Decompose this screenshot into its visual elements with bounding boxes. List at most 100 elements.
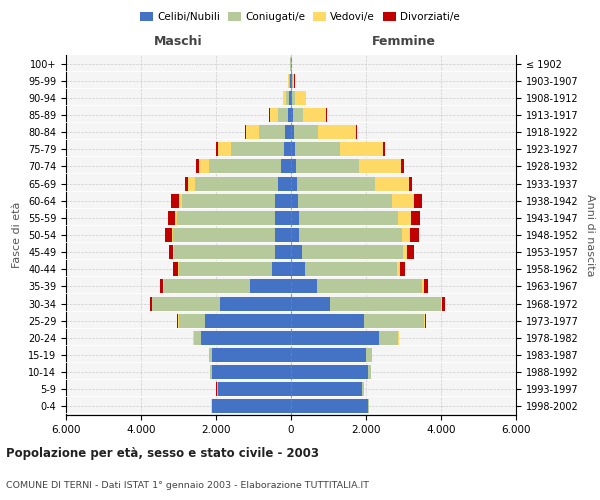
Bar xyxy=(414,194,421,207)
Bar xyxy=(281,160,291,173)
Bar xyxy=(340,142,383,156)
Bar xyxy=(295,142,340,156)
Bar xyxy=(291,262,305,276)
Bar xyxy=(441,296,442,310)
Bar xyxy=(163,280,250,293)
Bar xyxy=(291,160,296,173)
Bar xyxy=(298,194,392,207)
Bar xyxy=(212,348,291,362)
Bar xyxy=(270,108,277,122)
Bar xyxy=(167,211,175,225)
Bar xyxy=(217,382,218,396)
Bar xyxy=(284,142,291,156)
Bar xyxy=(291,142,295,156)
Bar xyxy=(275,194,291,207)
Bar xyxy=(209,160,281,173)
Bar xyxy=(283,91,286,105)
Bar xyxy=(275,245,291,259)
Bar xyxy=(173,228,275,242)
Bar xyxy=(293,108,304,122)
Bar xyxy=(291,365,368,379)
Bar xyxy=(160,280,163,293)
Bar xyxy=(177,314,178,328)
Bar xyxy=(250,280,291,293)
Bar xyxy=(392,194,414,207)
Bar xyxy=(211,365,212,379)
Bar xyxy=(401,160,404,173)
Bar xyxy=(173,245,174,259)
Bar xyxy=(407,245,414,259)
Bar xyxy=(368,365,371,379)
Bar xyxy=(289,74,290,88)
Bar xyxy=(403,228,410,242)
Text: Popolazione per età, sesso e stato civile - 2003: Popolazione per età, sesso e stato civil… xyxy=(6,448,319,460)
Bar xyxy=(291,211,299,225)
Bar xyxy=(292,74,293,88)
Bar xyxy=(275,228,291,242)
Legend: Celibi/Nubili, Coniugati/e, Vedovi/e, Divorziati/e: Celibi/Nubili, Coniugati/e, Vedovi/e, Di… xyxy=(136,8,464,26)
Bar xyxy=(246,125,259,139)
Bar xyxy=(245,125,246,139)
Bar xyxy=(199,160,209,173)
Text: Maschi: Maschi xyxy=(154,35,203,48)
Bar xyxy=(291,245,302,259)
Bar xyxy=(356,125,357,139)
Bar xyxy=(286,91,289,105)
Bar xyxy=(411,211,421,225)
Bar xyxy=(442,296,445,310)
Bar xyxy=(291,125,294,139)
Bar xyxy=(400,262,405,276)
Bar xyxy=(422,280,424,293)
Bar xyxy=(182,194,275,207)
Bar xyxy=(362,382,364,396)
Bar xyxy=(231,142,284,156)
Text: COMUNE DI TERNI - Dati ISTAT 1° gennaio 2003 - Elaborazione TUTTITALIA.IT: COMUNE DI TERNI - Dati ISTAT 1° gennaio … xyxy=(6,480,369,490)
Bar xyxy=(292,91,295,105)
Bar xyxy=(291,108,293,122)
Bar xyxy=(269,108,270,122)
Bar xyxy=(277,108,288,122)
Bar xyxy=(291,382,362,396)
Bar xyxy=(294,125,319,139)
Bar xyxy=(291,228,299,242)
Bar xyxy=(179,194,182,207)
Bar xyxy=(196,160,199,173)
Bar xyxy=(398,211,411,225)
Bar xyxy=(366,348,371,362)
Bar xyxy=(424,314,425,328)
Bar xyxy=(272,262,291,276)
Bar xyxy=(212,365,291,379)
Bar xyxy=(291,280,317,293)
Bar xyxy=(173,262,178,276)
Bar xyxy=(291,176,296,190)
Bar xyxy=(291,400,368,413)
Bar xyxy=(290,74,291,88)
Bar xyxy=(212,400,291,413)
Bar xyxy=(291,314,364,328)
Bar xyxy=(331,296,441,310)
Bar xyxy=(185,176,188,190)
Bar xyxy=(175,211,177,225)
Bar xyxy=(275,211,291,225)
Bar xyxy=(174,245,275,259)
Bar xyxy=(291,348,366,362)
Bar xyxy=(152,296,220,310)
Bar xyxy=(218,142,231,156)
Bar xyxy=(149,296,152,310)
Bar xyxy=(179,314,205,328)
Bar xyxy=(196,176,278,190)
Bar xyxy=(177,211,275,225)
Bar xyxy=(291,91,292,105)
Text: Femmine: Femmine xyxy=(371,35,436,48)
Bar xyxy=(359,160,401,173)
Bar xyxy=(216,142,218,156)
Bar xyxy=(218,382,291,396)
Bar xyxy=(278,176,291,190)
Bar xyxy=(409,176,412,190)
Bar xyxy=(299,228,403,242)
Bar xyxy=(169,245,173,259)
Bar xyxy=(291,74,292,88)
Bar xyxy=(286,125,291,139)
Bar xyxy=(166,228,172,242)
Bar xyxy=(289,91,291,105)
